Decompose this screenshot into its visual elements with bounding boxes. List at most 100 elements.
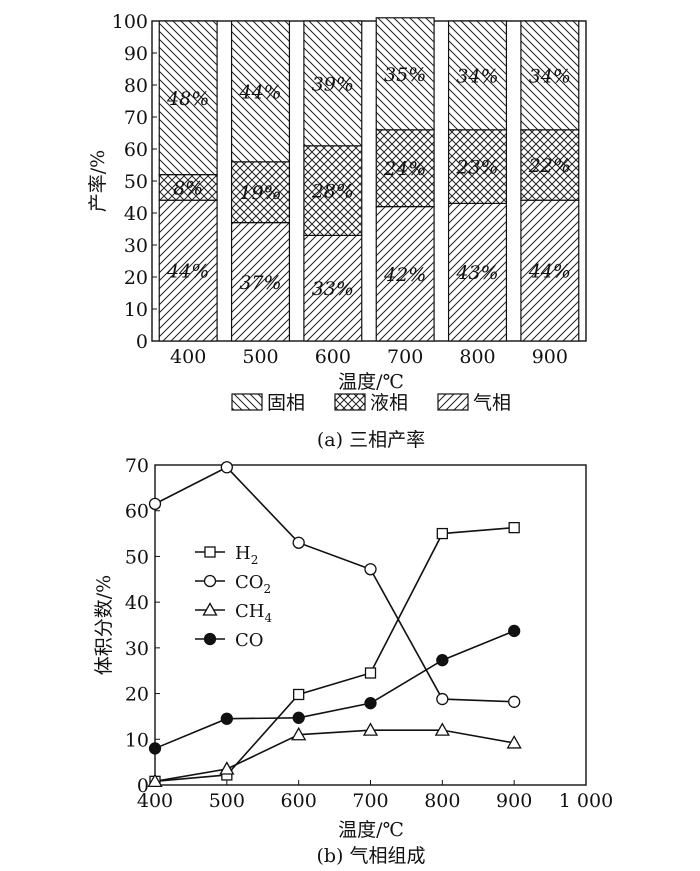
a-y-tick-label: 0: [136, 331, 148, 353]
a-y-tick-label: 10: [124, 299, 148, 321]
b-y-ticks: 0 10 20 30 40 50 60 70: [125, 455, 160, 797]
series-line: [154, 729, 515, 783]
bar-value-label: 22%: [528, 155, 571, 177]
b-x-tick-label: 700: [352, 790, 388, 812]
bar-segment: [303, 20, 363, 147]
legend-label: CH4: [235, 601, 272, 625]
data-point-triangle: [202, 602, 218, 616]
bar-value-label: 43%: [455, 262, 498, 284]
b-y-tick-label: 20: [125, 684, 149, 706]
bar-value-label: 44%: [238, 81, 281, 103]
b-x-tick-label: 800: [424, 790, 460, 812]
data-point-circle: [292, 536, 305, 549]
a-legend: 固相 液相 气相: [231, 392, 511, 414]
b-x-tick-label: 400: [137, 790, 173, 812]
a-y-tick-label: 70: [124, 107, 148, 129]
data-point-filled-circle: [508, 624, 521, 638]
b-x-tick-label: 600: [281, 790, 317, 812]
b-y-tick-label: 50: [125, 546, 149, 568]
b-x-axis-label: 温度/℃: [338, 819, 404, 841]
b-y-tick-label: 70: [125, 455, 149, 477]
data-point-circle: [220, 461, 233, 474]
a-y-tick-label: 100: [112, 11, 148, 33]
a-y-axis-label: 产率/%: [87, 150, 109, 212]
b-y-tick-label: 10: [125, 729, 149, 751]
data-point-triangle: [362, 722, 379, 736]
b-x-ticks: 400 500 600 700 800 900 1 000: [137, 780, 613, 812]
b-y-tick-label: 30: [125, 638, 149, 660]
a-y-tick-label: 30: [124, 235, 148, 257]
b-plot-frame: [154, 464, 587, 786]
bar-value-label: 48%: [166, 88, 209, 110]
b-y-tick-label: 0: [137, 775, 149, 797]
legend-swatch: [334, 393, 366, 411]
bar-value-label: 34%: [456, 65, 498, 87]
legend-label: H2: [235, 543, 258, 567]
a-y-ticks: 0 10 20 30 40 50 60 70 80 90 100: [112, 11, 157, 353]
a-x-tick-label: 600: [315, 346, 351, 368]
bar-value-label: 19%: [239, 182, 281, 204]
bar-segment: [230, 222, 291, 342]
series-line: [154, 466, 515, 703]
data-point-circle: [148, 497, 162, 511]
b-series: [147, 461, 522, 787]
a-x-tick-label: 400: [170, 346, 206, 368]
data-point-triangle: [291, 726, 307, 741]
b-x-tick-label: 1 000: [559, 790, 613, 812]
data-point-filled-circle: [203, 632, 217, 646]
data-point-triangle: [219, 761, 235, 775]
series-line: [154, 526, 515, 783]
data-point-triangle: [506, 735, 522, 749]
a-x-tick-label: 500: [242, 346, 278, 368]
data-point-filled-circle: [436, 654, 449, 667]
legend-swatch: [437, 393, 469, 411]
a-y-tick-label: 50: [124, 171, 148, 193]
data-point-circle: [203, 574, 217, 588]
bar-value-label: 33%: [312, 278, 354, 300]
data-point-filled-circle: [220, 712, 233, 725]
bar-segment: [230, 161, 291, 224]
data-point-square: [364, 667, 377, 679]
b-x-tick-label: 500: [209, 790, 245, 812]
legend-label: 液相: [370, 392, 408, 414]
bar-value-label: 35%: [384, 64, 426, 86]
b-legend: H2 CO2 CH4 CO: [195, 543, 272, 651]
bar-segment: [158, 174, 218, 201]
data-point-circle: [364, 563, 377, 576]
a-y-tick-label: 60: [124, 139, 148, 161]
a-y-tick-label: 80: [124, 75, 148, 97]
a-bars: 44% 8% 48% 37% 19% 44% 33% 28% 39% 42% 24% 35% 43% 23…: [158, 17, 580, 342]
data-point-triangle: [147, 773, 163, 787]
bar-value-label: 37%: [239, 272, 281, 294]
data-point-filled-circle: [148, 742, 162, 755]
bar-segment: [520, 20, 580, 131]
bar-segment: [447, 20, 508, 131]
stacked-bar-chart: 44% 8% 48% 37% 19% 44% 33% 28% 39% 42% 24% 35% 43% 23…: [87, 11, 587, 451]
a-x-ticks: 400 500 600 700 800 900: [170, 346, 568, 368]
bar-segment: [375, 17, 435, 131]
bar-segment: [230, 20, 291, 163]
a-x-tick-label: 900: [532, 346, 568, 368]
data-point-square: [293, 688, 305, 701]
data-point-circle: [508, 695, 521, 708]
bar-value-label: 23%: [455, 157, 498, 179]
a-y-tick-label: 90: [124, 43, 148, 65]
bar-segment: [447, 129, 508, 205]
bar-value-label: 44%: [166, 261, 209, 283]
a-y-tick-label: 20: [124, 267, 148, 289]
data-point-circle: [436, 692, 449, 706]
a-y-tick-label: 40: [124, 203, 148, 225]
b-y-axis-label: 体积分数/%: [93, 575, 115, 675]
data-point-filled-circle: [292, 711, 305, 724]
bar-segment: [303, 234, 363, 342]
a-x-axis-label: 温度/℃: [338, 371, 404, 393]
bar-segment: [158, 20, 218, 176]
data-point-triangle: [434, 722, 450, 736]
bar-segment: [303, 145, 363, 237]
data-point-square: [508, 521, 520, 534]
legend-label: 气相: [473, 392, 511, 414]
b-y-tick-label: 60: [125, 501, 149, 523]
bar-value-label: 44%: [528, 261, 571, 283]
